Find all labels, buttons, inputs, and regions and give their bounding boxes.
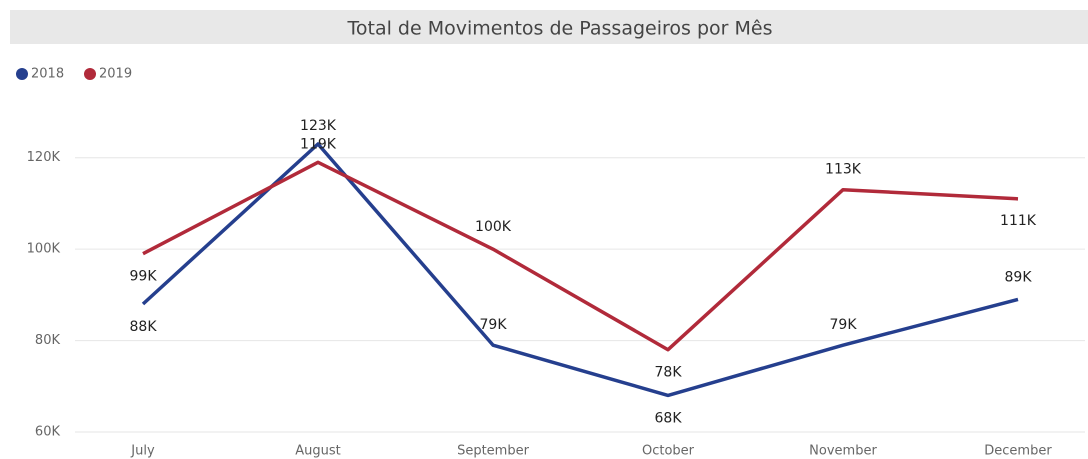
series-line (142, 160, 1019, 352)
legend-label: 2019 (99, 67, 132, 82)
data-label: 89K (1005, 269, 1033, 285)
data-label: 99K (130, 269, 158, 285)
x-tick-label: November (809, 444, 877, 459)
y-tick-label: 60K (35, 425, 61, 440)
data-label: 100K (475, 219, 512, 235)
x-tick-label: July (130, 444, 155, 459)
legend-marker (84, 68, 96, 80)
data-label: 68K (655, 410, 683, 426)
x-tick-label: September (457, 444, 530, 459)
y-tick-label: 80K (35, 333, 61, 348)
data-label: 113K (825, 162, 862, 178)
y-tick-label: 120K (27, 150, 61, 165)
x-tick-label: August (295, 444, 341, 459)
data-label: 79K (830, 317, 858, 333)
series-line (141, 142, 1019, 398)
data-label: 111K (1000, 213, 1037, 229)
x-tick-label: December (984, 444, 1052, 459)
data-label: 79K (480, 317, 508, 333)
data-label: 78K (655, 365, 683, 381)
legend-label: 2018 (31, 67, 64, 82)
data-label: 123K (300, 118, 337, 134)
x-tick-label: October (642, 444, 695, 459)
title-bar (10, 10, 1088, 44)
y-tick-label: 100K (27, 242, 61, 257)
data-label: 119K (300, 136, 337, 152)
legend-marker (16, 68, 28, 80)
data-label: 88K (130, 319, 158, 335)
chart-title: Total de Movimentos de Passageiros por M… (347, 18, 773, 40)
